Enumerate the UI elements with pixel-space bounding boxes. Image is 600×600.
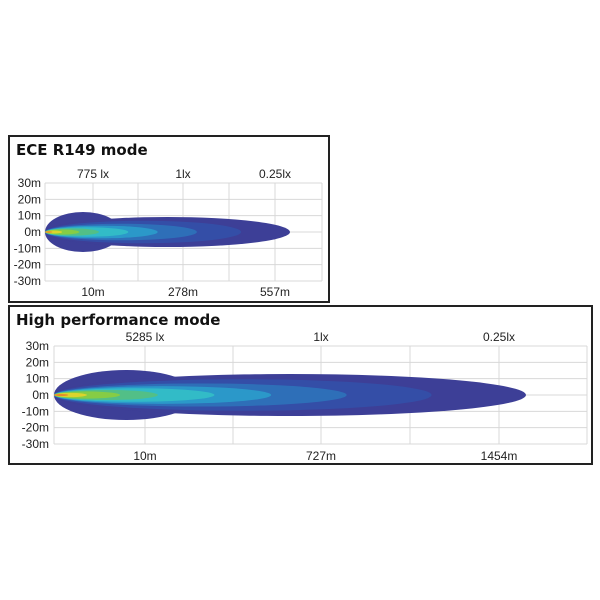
distance-label: 10m xyxy=(81,285,104,299)
y-tick-label: 20m xyxy=(18,192,41,206)
distance-label: 557m xyxy=(260,285,290,299)
y-tick-label: 10m xyxy=(18,209,41,223)
y-tick-label: 30m xyxy=(18,176,41,190)
y-tick-label: 10m xyxy=(26,372,49,386)
y-tick-label: 0m xyxy=(32,388,49,402)
beam-level-8 xyxy=(54,393,69,397)
lux-label: 1lx xyxy=(175,167,190,181)
distance-label: 278m xyxy=(168,285,198,299)
y-tick-label: -10m xyxy=(14,241,41,255)
lux-label: 5285 lx xyxy=(126,330,165,344)
distance-label: 727m xyxy=(306,449,336,463)
y-tick-label: -10m xyxy=(22,404,49,418)
chart-1: 30m 20m 10m 0m -10m -20m -30m 5285 lx 10m 1lx 727m… xyxy=(22,330,588,463)
lux-label: 0.25lx xyxy=(483,330,515,344)
y-tick-label: -30m xyxy=(22,437,49,451)
beam-level-8 xyxy=(45,231,53,233)
y-tick-label: 20m xyxy=(26,355,49,369)
lux-label: 0.25lx xyxy=(259,167,291,181)
beam-level-7 xyxy=(53,392,88,398)
y-tick-label: 0m xyxy=(24,225,41,239)
y-tick-label: -20m xyxy=(22,421,49,435)
lux-label: 1lx xyxy=(313,330,328,344)
distance-label: 10m xyxy=(133,449,156,463)
y-tick-label: -20m xyxy=(14,258,41,272)
y-tick-label: -30m xyxy=(14,274,41,288)
beam-level-7 xyxy=(45,230,63,234)
panel-title: High performance mode xyxy=(16,311,221,329)
distance-label: 1454m xyxy=(481,449,518,463)
chart-0: 30m 20m 10m 0m -10m -20m -30m 775 lx 10m 1lx 278m 0… xyxy=(14,167,323,299)
lux-label: 775 lx xyxy=(77,167,109,181)
y-tick-label: 30m xyxy=(26,339,49,353)
panel-title: ECE R149 mode xyxy=(16,141,148,159)
